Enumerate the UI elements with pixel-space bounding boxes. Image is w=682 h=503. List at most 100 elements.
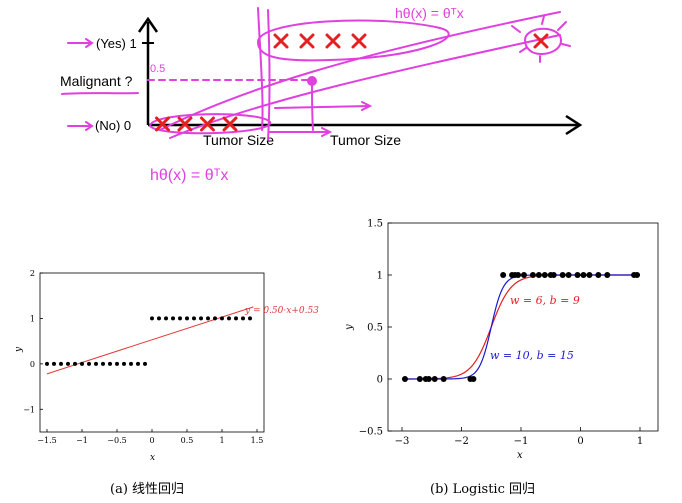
logistic-point [520, 272, 527, 278]
linear-point [101, 361, 105, 366]
logistic-point [500, 272, 507, 278]
linear-xtick-label: −1.5 [37, 436, 56, 445]
linear-ticks: −1.5 −1 −0.5 0 0.5 1 1.5 −1 0 1 2 [23, 269, 263, 445]
logistic-point [580, 272, 587, 278]
sketch-ytick-no: (No) 0 [95, 118, 131, 133]
linear-xtick-label: −1 [76, 436, 88, 445]
linear-ytick-label: 1 [30, 314, 35, 323]
logistic-point [634, 272, 641, 278]
linear-point [213, 316, 217, 321]
linear-ylabel: y [14, 346, 24, 353]
logistic-point [541, 272, 548, 278]
linear-point [192, 316, 196, 321]
linear-point [150, 316, 154, 321]
logistic-points [401, 272, 641, 382]
linear-point [178, 316, 182, 321]
linear-point [66, 361, 70, 366]
sketch-point-no [177, 116, 193, 132]
sketch-xlabel-2: Tumor Size [330, 132, 401, 148]
linear-point [115, 361, 119, 366]
sketch-ytick-yes: (Yes) 1 [96, 36, 137, 51]
logistic-point [604, 272, 611, 278]
linear-xtick-label: 1 [219, 436, 224, 445]
sketch-point-yes [273, 33, 289, 49]
linear-point [171, 316, 175, 321]
linear-xtick-label: 0.5 [181, 436, 194, 445]
linear-point [87, 361, 91, 366]
sketch-hyp-top: hθ(x) = θᵀx [395, 5, 464, 21]
linear-ytick-label: 2 [30, 269, 35, 278]
logistic-point [586, 272, 593, 278]
logistic-point [535, 272, 542, 278]
logistic-curve-w6 [402, 274, 640, 380]
logistic-legend-w10: w = 10, b = 15 [490, 349, 574, 362]
pen-vertical-boundary [257, 7, 271, 141]
linear-point [122, 361, 126, 366]
logistic-point [550, 272, 557, 278]
sketch-y-arrow [137, 16, 159, 33]
pen-circle-outlier [523, 27, 562, 55]
logistic-point [416, 376, 423, 382]
linear-caption: (a) 线性回归 [110, 482, 184, 497]
linear-point [206, 316, 210, 321]
linear-point [45, 361, 49, 366]
linear-ytick-label: −1 [23, 405, 35, 414]
logistic-point [515, 272, 522, 278]
linear-xtick-label: 1.5 [251, 436, 264, 445]
logistic-point [595, 272, 602, 278]
sketch-point-yes [325, 33, 341, 49]
logistic-point [440, 376, 447, 382]
logistic-ytick-label: 0 [377, 375, 383, 386]
linear-point [59, 361, 63, 366]
linear-xlabel: x [150, 453, 155, 463]
logistic-point [559, 272, 566, 278]
pen-arrow-yes [67, 38, 94, 48]
logistic-point [425, 376, 432, 382]
logistic-curve-w10 [402, 274, 640, 380]
linear-point [52, 361, 56, 366]
linear-point [241, 316, 245, 321]
linear-xtick-label: −0.5 [107, 436, 126, 445]
sketch-panel: (Yes) 1 (No) 0 Malignant ? Tumor Size Tu… [60, 5, 583, 184]
pen-vertical-boundary-2 [311, 81, 314, 131]
sketch-x-arrow [565, 114, 583, 136]
logistic-xtick-label: 1 [637, 436, 643, 447]
linear-point [234, 316, 238, 321]
pen-arrow-lower [269, 127, 333, 137]
linear-xtick-label: 0 [149, 436, 154, 445]
logistic-point [401, 376, 408, 382]
linear-point [73, 361, 77, 366]
pen-annotations [61, 7, 571, 141]
pen-rays [511, 15, 571, 63]
linear-point [248, 316, 252, 321]
linear-point [80, 361, 84, 366]
linear-frame [39, 272, 265, 433]
logistic-ytick-label: 1.5 [367, 219, 383, 230]
linear-point [157, 316, 161, 321]
logistic-frame [387, 222, 659, 432]
pen-threshold-point [307, 76, 317, 86]
logistic-xtick-label: −3 [395, 436, 410, 447]
logistic-point [574, 272, 581, 278]
logistic-point [431, 376, 438, 382]
logistic-xlabel: x [517, 450, 523, 461]
logistic-ytick-label: 0.5 [367, 323, 383, 334]
pen-underline-malignant [61, 92, 139, 95]
sketch-xlabel-1: Tumor Size [203, 132, 274, 148]
pen-threshold-arrow [274, 101, 373, 111]
logistic-xtick-label: −1 [514, 436, 529, 447]
sketch-point-no [155, 116, 170, 132]
sketch-point-yes [299, 33, 315, 49]
logistic-legend-w6: w = 6, b = 9 [510, 294, 580, 307]
sketch-point-no [222, 116, 238, 132]
linear-point [227, 316, 231, 321]
sketch-point-yes [533, 33, 549, 49]
logistic-point [470, 376, 477, 382]
logistic-point [529, 272, 536, 278]
logistic-ytick-label: 1 [377, 271, 383, 282]
sketch-threshold-label: 0.5 [150, 63, 165, 75]
logistic-point [565, 272, 572, 278]
pen-arrow-no [67, 121, 94, 131]
